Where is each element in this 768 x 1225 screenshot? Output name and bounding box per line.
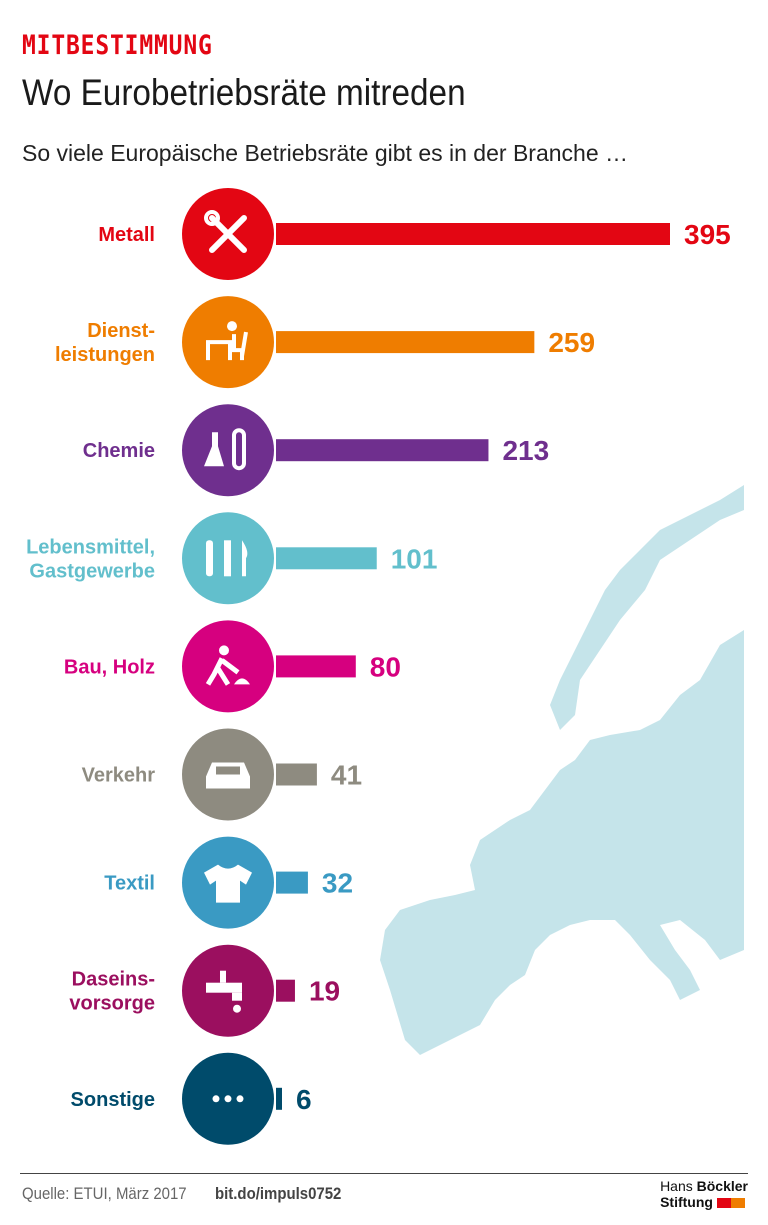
value-label: 19 xyxy=(309,976,340,1007)
bar-row: Dienst-leistungen 259 xyxy=(55,296,595,389)
source-text: Quelle: ETUI, März 2017 xyxy=(22,1184,187,1203)
category-label: Textil xyxy=(104,873,155,895)
logo-red-square xyxy=(716,1198,731,1209)
value-label: 41 xyxy=(331,760,362,791)
bar xyxy=(276,547,377,570)
europe-map xyxy=(380,485,744,1055)
category-label-line: Daseins- xyxy=(72,969,155,991)
category-label: Lebensmittel, Gastgewerbe xyxy=(26,536,155,582)
category-label: Verkehr xyxy=(82,765,156,787)
value-label: 80 xyxy=(370,651,401,682)
category-label: Dienst-leistungen xyxy=(55,320,155,366)
bar-row: Metall 395 xyxy=(98,188,731,280)
logo-text-hans: Hans xyxy=(660,1178,697,1194)
category-label-line: leistungen xyxy=(55,344,155,366)
bar xyxy=(276,331,535,354)
subtitle: So viele Europäische Betriebsräte gibt e… xyxy=(22,140,628,166)
bar-row: Textil 32 xyxy=(104,836,353,929)
bar xyxy=(276,439,489,462)
category-label-line: Dienst- xyxy=(87,320,155,342)
bar xyxy=(276,655,356,678)
office-worker-icon xyxy=(206,321,248,361)
bar xyxy=(276,1087,282,1110)
category-label-line: Chemie xyxy=(83,440,155,462)
category-label-line: Sonstige xyxy=(71,1089,155,1111)
water-tap-icon xyxy=(206,970,242,1013)
hans-boeckler-logo: Hans Böckler Stiftung xyxy=(660,1178,748,1210)
category-label: Bau, Holz xyxy=(64,656,155,678)
bar xyxy=(276,871,308,894)
bar-row: Sonstige 6 xyxy=(71,1052,312,1145)
bar xyxy=(276,223,670,245)
category-label-line: Bau, Holz xyxy=(64,656,155,678)
category-label: Sonstige xyxy=(71,1089,155,1111)
construction-worker-icon xyxy=(205,645,250,686)
category-label-line: Gastgewerbe xyxy=(29,560,155,582)
kicker: MITBESTIMMUNG xyxy=(22,30,213,61)
category-label: Chemie xyxy=(83,440,155,462)
footer-divider xyxy=(20,1173,748,1174)
wrench-screwdriver-icon xyxy=(204,210,247,253)
category-label-line: vorsorge xyxy=(69,993,155,1015)
logo-text-stiftung: Stiftung xyxy=(660,1194,713,1210)
value-label: 6 xyxy=(296,1084,312,1115)
bar-row: Verkehr 41 xyxy=(82,728,362,821)
category-label: Metall xyxy=(98,224,155,246)
cutlery-icon xyxy=(206,540,248,577)
bar-chart: Metall 395 Dienst-leistungen 259 Chemie 213 Le… xyxy=(26,188,731,1145)
lab-flask-icon xyxy=(204,428,246,471)
bar xyxy=(276,979,295,1002)
source-link[interactable]: bit.do/impuls0752 xyxy=(215,1184,342,1203)
logo-text-boeckler: Böckler xyxy=(696,1178,748,1194)
value-label: 101 xyxy=(391,543,438,574)
bar-row: Daseins-vorsorge 19 xyxy=(69,944,340,1037)
category-label-line: Metall xyxy=(98,224,155,246)
category-label-line: Textil xyxy=(104,873,155,895)
value-label: 259 xyxy=(548,327,595,358)
category-circle xyxy=(182,404,274,497)
category-label-line: Lebensmittel, xyxy=(26,536,155,558)
value-label: 32 xyxy=(322,868,353,899)
logo-orange-square xyxy=(730,1198,745,1209)
value-label: 395 xyxy=(684,219,731,250)
page-title: Wo Eurobetriebsräte mitreden xyxy=(22,72,466,113)
bar-row: Lebensmittel, Gastgewerbe 101 xyxy=(26,512,438,605)
shirt-icon xyxy=(204,864,252,903)
more-dots-icon xyxy=(212,1095,244,1103)
bar-row: Bau, Holz 80 xyxy=(64,620,401,713)
category-label: Daseins-vorsorge xyxy=(69,969,155,1015)
bar-row: Chemie 213 xyxy=(83,404,549,497)
value-label: 213 xyxy=(502,435,549,466)
bar xyxy=(276,763,317,786)
car-icon xyxy=(206,762,250,789)
category-label-line: Verkehr xyxy=(82,765,156,787)
